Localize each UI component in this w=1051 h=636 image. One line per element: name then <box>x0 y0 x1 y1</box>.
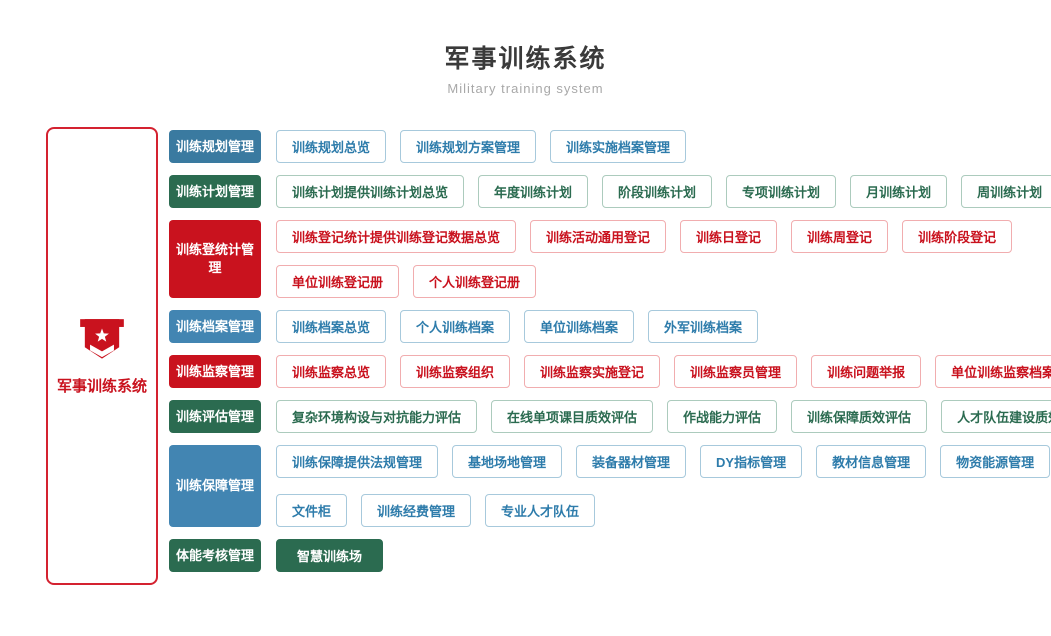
module-button[interactable]: 外军训练档案 <box>648 310 759 343</box>
module-button[interactable]: 单位训练档案 <box>524 310 635 343</box>
module-button[interactable]: 训练登记统计提供训练登记数据总览 <box>276 220 517 253</box>
module-button[interactable]: 个人训练档案 <box>400 310 511 343</box>
module-button[interactable]: 训练规划总览 <box>276 130 387 163</box>
module-button[interactable]: 训练保障提供法规管理 <box>276 445 439 478</box>
page-title: 军事训练系统 <box>444 45 607 73</box>
row-registration: 训练登统计管理 训练登记统计提供训练登记数据总览 训练活动通用登记 训练日登记 训练周登… <box>169 220 1051 298</box>
module-button[interactable]: 周训练计划 <box>961 175 1051 208</box>
module-button[interactable]: 训练保障质效评估 <box>791 400 928 433</box>
category-button-archives[interactable]: 训练档案管理 <box>169 310 261 343</box>
module-line: 训练规划总览 训练规划方案管理 训练实施档案管理 <box>276 130 687 163</box>
module-lines: 智慧训练场 <box>276 539 384 572</box>
row-supervision: 训练监察管理 训练监察总览 训练监察组织 训练监察实施登记 训练监察员管理 训练问题举报单… <box>169 355 1051 388</box>
page-subtitle: Military training system <box>447 81 604 96</box>
module-line: 训练计划提供训练计划总览 年度训练计划 阶段训练计划 专项训练计划 月训练计划 周训练计划 <box>276 175 1051 208</box>
category-button-supervision[interactable]: 训练监察管理 <box>169 355 261 388</box>
module-button[interactable]: 单位训练登记册 <box>276 265 400 298</box>
module-button[interactable]: 训练监察员管理 <box>674 355 798 388</box>
module-button[interactable]: 物资能源管理 <box>940 445 1051 478</box>
module-lines: 训练规划总览 训练规划方案管理 训练实施档案管理 <box>276 130 687 163</box>
module-button[interactable]: 月训练计划 <box>850 175 948 208</box>
military-badge-icon <box>80 319 124 359</box>
module-button[interactable]: 训练实施档案管理 <box>550 130 687 163</box>
module-button[interactable]: DY指标管理 <box>700 445 803 478</box>
module-button[interactable]: 装备器材管理 <box>576 445 687 478</box>
module-lines: 复杂环境构设与对抗能力评估 在线单项课目质效评估 作战能力评估 训练保障质效评估 人才队… <box>276 400 1051 433</box>
module-button[interactable]: 训练阶段登记 <box>902 220 1013 253</box>
module-line: 智慧训练场 <box>276 539 384 572</box>
module-button[interactable]: 训练经费管理 <box>361 494 472 527</box>
row-archives: 训练档案管理 训练档案总览 个人训练档案 单位训练档案 外军训练档案 <box>169 310 1051 343</box>
module-button[interactable]: 文件柜 <box>276 494 348 527</box>
module-button[interactable]: 训练日登记 <box>680 220 778 253</box>
row-planning: 训练规划管理 训练规划总览 训练规划方案管理 训练实施档案管理 <box>169 130 1051 163</box>
row-plans: 训练计划管理 训练计划提供训练计划总览 年度训练计划 阶段训练计划 专项训练计划 月训练计… <box>169 175 1051 208</box>
module-button[interactable]: 训练监察组织 <box>400 355 511 388</box>
module-button[interactable]: 个人训练登记册 <box>413 265 537 298</box>
module-button[interactable]: 训练规划方案管理 <box>400 130 537 163</box>
module-button[interactable]: 基地场地管理 <box>452 445 563 478</box>
module-button[interactable]: 专业人才队伍 <box>485 494 596 527</box>
module-line: 文件柜 训练经费管理 专业人才队伍 <box>276 494 1050 527</box>
module-lines: 训练登记统计提供训练登记数据总览 训练活动通用登记 训练日登记 训练周登记 训练阶段登记… <box>276 220 1013 298</box>
module-button[interactable]: 复杂环境构设与对抗能力评估 <box>276 400 478 433</box>
module-button[interactable]: 训练活动通用登记 <box>530 220 667 253</box>
page-header: 军事训练系统 Military training system <box>0 44 1051 96</box>
row-support: 训练保障管理 训练保障提供法规管理 基地场地管理 装备器材管理 DY指标管理 教材信息管理… <box>169 445 1051 527</box>
module-tree: 训练规划管理 训练规划总览 训练规划方案管理 训练实施档案管理 训练计划管理 训练计划提供… <box>169 130 1051 572</box>
module-line: 复杂环境构设与对抗能力评估 在线单项课目质效评估 作战能力评估 训练保障质效评估 人才队… <box>276 400 1051 433</box>
module-button[interactable]: 训练问题举报 <box>811 355 922 388</box>
module-line: 训练档案总览 个人训练档案 单位训练档案 外军训练档案 <box>276 310 759 343</box>
module-lines: 训练监察总览 训练监察组织 训练监察实施登记 训练监察员管理 训练问题举报 单位训练监察档… <box>276 355 1051 388</box>
module-button[interactable]: 训练监察实施登记 <box>524 355 661 388</box>
module-lines: 训练档案总览 个人训练档案 单位训练档案 外军训练档案 <box>276 310 759 343</box>
category-button-plans[interactable]: 训练计划管理 <box>169 175 261 208</box>
module-button[interactable]: 单位训练监察档案 <box>935 355 1051 388</box>
module-line: 单位训练登记册 个人训练登记册 <box>276 265 1012 298</box>
category-button-support[interactable]: 训练保障管理 <box>169 445 261 527</box>
category-button-planning[interactable]: 训练规划管理 <box>169 130 261 163</box>
module-lines: 训练计划提供训练计划总览 年度训练计划 阶段训练计划 专项训练计划 月训练计划 周训练计划 <box>276 175 1051 208</box>
module-button[interactable]: 训练周登记 <box>791 220 889 253</box>
module-button[interactable]: 人才队伍建设质效评估 <box>941 400 1051 433</box>
system-root-label: 军事训练系统 <box>56 378 147 395</box>
module-button[interactable]: 教材信息管理 <box>816 445 927 478</box>
module-button[interactable]: 阶段训练计划 <box>602 175 713 208</box>
module-button[interactable]: 训练档案总览 <box>276 310 387 343</box>
system-root-panel: 军事训练系统 <box>46 127 158 585</box>
module-line: 训练保障提供法规管理 基地场地管理 装备器材管理 DY指标管理 教材信息管理 物资能源管理 <box>276 445 1051 478</box>
row-physical: 体能考核管理 智慧训练场 <box>169 539 1051 572</box>
module-button[interactable]: 专项训练计划 <box>726 175 837 208</box>
category-button-physical[interactable]: 体能考核管理 <box>169 539 261 572</box>
module-button[interactable]: 年度训练计划 <box>478 175 589 208</box>
row-evaluation: 训练评估管理 复杂环境构设与对抗能力评估 在线单项课目质效评估 作战能力评估 训练保障质… <box>169 400 1051 433</box>
module-lines: 训练保障提供法规管理 基地场地管理 装备器材管理 DY指标管理 教材信息管理 物资能源管理… <box>276 445 1051 527</box>
module-line: 训练监察总览 训练监察组织 训练监察实施登记 训练监察员管理 训练问题举报 单位训练监察档… <box>276 355 1051 388</box>
module-button[interactable]: 训练监察总览 <box>276 355 387 388</box>
module-button[interactable]: 训练计划提供训练计划总览 <box>276 175 465 208</box>
module-line: 训练登记统计提供训练登记数据总览 训练活动通用登记 训练日登记 训练周登记 训练阶段登记 <box>276 220 1013 253</box>
category-button-evaluation[interactable]: 训练评估管理 <box>169 400 261 433</box>
module-button[interactable]: 作战能力评估 <box>667 400 778 433</box>
category-button-registration[interactable]: 训练登统计管理 <box>169 220 261 298</box>
module-button[interactable]: 智慧训练场 <box>276 539 384 572</box>
module-button[interactable]: 在线单项课目质效评估 <box>491 400 654 433</box>
